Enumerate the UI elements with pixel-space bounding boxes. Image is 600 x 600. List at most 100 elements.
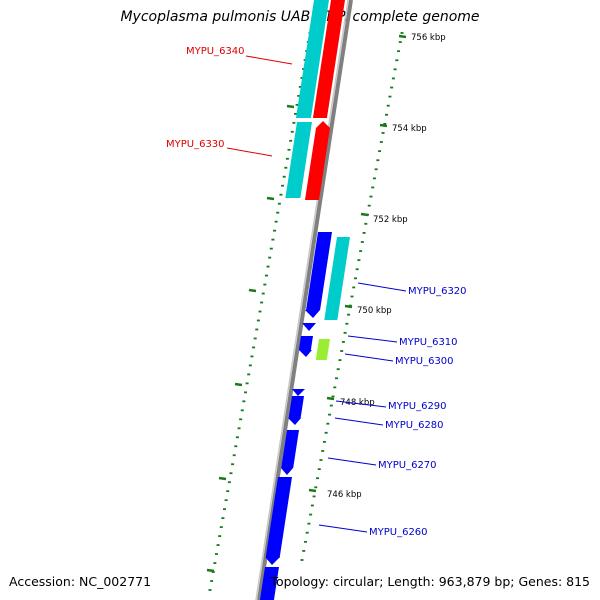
gene-6300-reverse [298,336,313,350]
left-row-tick [273,229,277,232]
left-row-tick [256,319,260,322]
right-row-tick [386,104,390,107]
gene-6330-forward [304,128,330,200]
tick-label: 754 kbp [392,124,427,134]
right-row-tick [369,195,373,198]
left-row-tick [208,589,212,591]
tick-label: 748 kbp [340,398,375,408]
left-row-tick [232,454,236,457]
left-row-tick [226,490,230,493]
left-major-tick [234,382,243,387]
left-row-tick [284,166,288,169]
gene-6290-reverse [292,389,305,396]
gene-label-leader [318,524,368,533]
gene-6260-arrowhead [266,558,279,565]
gene-label: MYPU_6280 [385,420,444,431]
right-row-tick [300,559,304,561]
major-tick [360,212,369,217]
genome-backbone-highlight [255,0,349,600]
left-row-tick [292,121,296,124]
left-row-tick [216,544,220,546]
right-row-tick [383,122,387,125]
left-row-tick [260,301,264,304]
gene-6260-reverse [265,477,292,558]
left-row-tick [295,103,299,106]
left-row-tick [218,535,222,537]
gene-6270-reverse [281,430,299,468]
right-row-tick [371,186,375,189]
right-row-tick [384,113,388,116]
right-row-tick [395,59,399,62]
left-row-tick [268,256,272,259]
right-row-tick [321,450,325,452]
right-row-tick [376,159,380,162]
gene-6320-cyan [324,237,350,320]
right-row-tick [345,322,349,325]
right-row-tick [364,222,368,225]
right-row-tick [381,132,385,134]
right-row-tick [326,422,330,425]
right-row-tick [353,277,357,280]
left-major-tick [248,288,257,293]
major-tick [344,304,353,309]
right-row-tick [317,468,321,471]
right-row-tick [374,168,378,171]
right-row-tick [362,231,366,234]
left-row-tick [289,139,293,142]
major-tick [398,34,407,39]
left-row-tick [213,562,217,564]
right-row-tick [302,550,306,552]
left-row-tick [227,481,231,484]
right-row-tick [319,459,323,461]
left-row-tick [255,328,259,331]
right-row-tick [378,150,382,153]
right-row-tick [347,313,351,316]
gene-6320-reverse [306,232,332,310]
right-row-tick [303,540,307,543]
left-row-tick [285,157,289,160]
left-row-tick [239,418,243,421]
left-row-tick [231,463,235,466]
gene-label: MYPU_6290 [388,401,447,412]
left-row-tick [245,382,249,385]
left-row-tick [269,247,273,250]
gene-label-leader [347,335,398,343]
right-row-tick [357,259,361,262]
left-row-tick [298,86,302,88]
tick-label: 746 kbp [327,490,362,500]
left-major-tick [218,476,227,481]
right-row-tick [355,268,359,271]
gene-label-leader [226,147,273,157]
right-row-tick [388,95,392,98]
left-row-tick [277,202,281,205]
gene-6270-arrowhead [281,468,293,475]
right-row-tick [336,368,340,371]
tick-label: 752 kbp [373,215,408,225]
gene-label: MYPU_6270 [378,460,437,471]
right-row-tick [397,50,401,53]
genome-summary-text: Topology: circular; Length: 963,879 bp; … [270,574,591,589]
tick-label: 756 kbp [411,33,446,43]
gene-6280-reverse [288,396,304,418]
gene-6330-cyan [285,122,312,198]
genome-backbone [257,0,353,600]
gene-label: MYPU_6340 [186,46,245,57]
left-row-tick [250,355,254,358]
left-row-tick [258,310,262,313]
gene-6280-arrowhead [288,418,301,425]
gene-label-leader [327,457,377,466]
left-row-tick [274,220,278,223]
gene-6310-reverse [302,323,316,331]
right-row-tick [393,68,397,71]
right-row-tick [338,359,342,362]
left-row-tick [281,184,285,187]
right-row-tick [309,513,313,516]
left-row-tick [287,148,291,151]
gene-label: MYPU_6310 [399,337,458,348]
left-row-tick [300,77,304,79]
right-row-tick [350,295,354,298]
left-row-tick [223,508,227,511]
left-row-tick [234,445,238,448]
gene-label-leader [344,353,394,362]
